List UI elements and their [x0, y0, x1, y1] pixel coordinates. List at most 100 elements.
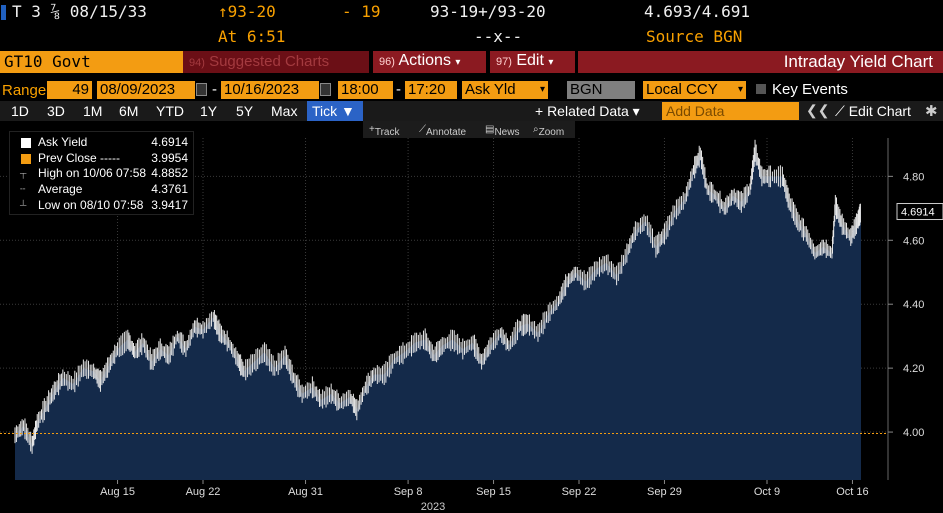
- range-label: Range: [2, 82, 47, 99]
- add-data-input[interactable]: Add Data: [662, 102, 799, 120]
- quote-header: T 3 ⅞ 08/15/33 ↑93-20 - 19 93-19+/93-20 …: [0, 0, 943, 25]
- chart-title: Intraday Yield Chart: [578, 51, 943, 73]
- track-label: Track: [374, 127, 400, 138]
- chart-legend: Ask Yield 4.6914 Prev Close ----- 3.9954…: [9, 131, 194, 215]
- track-tool[interactable]: + Track: [369, 124, 400, 138]
- ticker-field[interactable]: GT10 Govt: [0, 51, 183, 73]
- legend-label: Prev Close -----: [38, 151, 121, 165]
- legend-label: High on 10/06 07:58: [38, 166, 147, 180]
- related-data-button[interactable]: + Related Data ▾: [535, 103, 640, 119]
- period-max[interactable]: Max: [271, 103, 298, 119]
- gear-icon[interactable]: ✱: [925, 103, 938, 120]
- y-tick-label: 4.20: [903, 363, 924, 375]
- period-1m[interactable]: 1M: [83, 103, 103, 119]
- suggested-charts-button[interactable]: 94) Suggested Charts: [183, 51, 369, 73]
- start-date-field[interactable]: 08/09/2023: [97, 81, 195, 99]
- legend-low: ┴ Low on 08/10 07:58 3.9417: [14, 198, 194, 214]
- legend-ask-yield[interactable]: Ask Yield 4.6914: [14, 135, 194, 151]
- chevron-down-icon: ▾: [548, 57, 554, 68]
- legend-swatch: [21, 154, 31, 164]
- bid-ask-yield: 4.693/4.691: [644, 2, 750, 21]
- zoom-tool[interactable]: ⌕ Zoom: [533, 124, 565, 138]
- low-icon: ┴: [20, 200, 27, 210]
- year-label: 2023: [421, 501, 445, 513]
- x-tick-label: Aug 15: [100, 486, 135, 498]
- legend-prev-close[interactable]: Prev Close ----- 3.9954: [14, 151, 194, 167]
- news-label: News: [494, 127, 520, 138]
- legend-high: ┬ High on 10/06 07:58 4.8852: [14, 166, 194, 182]
- actions-button[interactable]: 96) Actions ▾: [373, 51, 486, 73]
- period-3d[interactable]: 3D: [47, 103, 65, 119]
- edit-button[interactable]: 97) Edit ▾: [490, 51, 575, 73]
- last-price: ↑93-20: [218, 2, 276, 21]
- period-row: 1D 3D 1M 6M YTD 1Y 5Y Max Tick ▼ + Relat…: [0, 101, 943, 121]
- legend-value: 4.6914: [151, 135, 188, 149]
- price-change: - 19: [342, 2, 381, 21]
- edit-chart-button[interactable]: ⟋ Edit Chart: [835, 103, 911, 119]
- last-value-box: [896, 203, 943, 221]
- last-value-label: 4.6914: [901, 207, 935, 219]
- legend-swatch: [21, 138, 31, 148]
- quote-source: Source BGN: [646, 27, 743, 46]
- annotate-label: Annotate: [426, 127, 467, 138]
- period-1y[interactable]: 1Y: [200, 103, 218, 119]
- field-select-value: Ask Yld: [465, 81, 516, 98]
- x-tick-label: Sep 22: [562, 486, 597, 498]
- currency-select-value: Local CCY: [646, 81, 718, 98]
- x-tick-label: Sep 15: [476, 486, 511, 498]
- y-tick-label: 4.60: [903, 235, 924, 247]
- key-events-toggle[interactable]: Key Events: [756, 81, 848, 98]
- y-tick-label: 4.80: [903, 171, 924, 183]
- range-row: Range 49 08/09/2023 - 10/16/2023 18:00 -…: [2, 81, 848, 99]
- chevron-down-icon: ▾: [539, 84, 545, 95]
- legend-value: 3.9954: [151, 151, 188, 165]
- x-tick-label: Sep 8: [394, 486, 423, 498]
- field-select[interactable]: Ask Yld ▾: [462, 81, 548, 99]
- edit-num: 97): [496, 56, 512, 68]
- legend-average: ╌ Average 4.3761: [14, 182, 194, 198]
- end-date-field[interactable]: 10/16/2023: [221, 81, 319, 99]
- x-axis: Aug 15 Aug 22 Aug 31 Sep 8 Sep 15 Sep 22 Sep 2…: [100, 480, 869, 513]
- function-bar: GT10 Govt 94) Suggested Charts 96) Actio…: [0, 51, 943, 73]
- zoom-label: Zoom: [538, 127, 565, 138]
- actions-label: Actions: [398, 52, 451, 69]
- calendar-icon[interactable]: [320, 83, 331, 96]
- end-time-field[interactable]: 17:20: [405, 81, 457, 99]
- start-time-field[interactable]: 18:00: [338, 81, 393, 99]
- key-events-checkbox[interactable]: [756, 84, 766, 94]
- period-6m[interactable]: 6M: [119, 103, 139, 119]
- chevron-down-icon: ▾: [455, 57, 461, 68]
- annotate-tool[interactable]: ⟋ Annotate: [419, 124, 467, 138]
- y-tick-label: 4.40: [903, 299, 924, 311]
- bid-ask-price: 93-19+/93-20: [430, 2, 546, 21]
- source-field[interactable]: BGN: [567, 81, 635, 99]
- tick-frequency-button[interactable]: Tick ▼: [307, 101, 363, 121]
- quote-time: At 6:51: [218, 27, 286, 46]
- last-value-tag: 4.6914: [896, 203, 943, 221]
- legend-label: Average: [38, 182, 83, 196]
- chevron-down-icon: ▾: [737, 84, 743, 95]
- calendar-icon[interactable]: [196, 83, 207, 96]
- period-ytd[interactable]: YTD: [156, 103, 184, 119]
- period-5y[interactable]: 5Y: [236, 103, 254, 119]
- yield-tick-marks: [14, 139, 861, 454]
- range-days-field[interactable]: 49: [47, 81, 92, 99]
- collapse-icon[interactable]: ❮❮: [806, 102, 830, 118]
- legend-value: 4.3761: [151, 182, 188, 196]
- legend-value: 4.8852: [151, 166, 188, 180]
- suggested-charts-num: 94): [189, 57, 205, 69]
- legend-value: 3.9417: [151, 198, 188, 212]
- currency-select[interactable]: Local CCY ▾: [643, 81, 746, 99]
- news-tool[interactable]: ▤ News: [485, 124, 520, 138]
- legend-label: Low on 08/10 07:58: [38, 198, 144, 212]
- x-tick-label: Oct 16: [836, 486, 868, 498]
- legend-label: Ask Yield: [38, 135, 88, 149]
- y-axis: 4.00 4.20 4.40 4.60 4.80: [888, 171, 924, 439]
- period-1d[interactable]: 1D: [11, 103, 29, 119]
- quote-size: --x--: [474, 27, 523, 46]
- security-marker: [1, 5, 6, 20]
- security-ticker: T 3 ⅞ 08/15/33: [12, 2, 147, 21]
- x-tick-label: Aug 31: [288, 486, 323, 498]
- actions-num: 96): [379, 56, 395, 68]
